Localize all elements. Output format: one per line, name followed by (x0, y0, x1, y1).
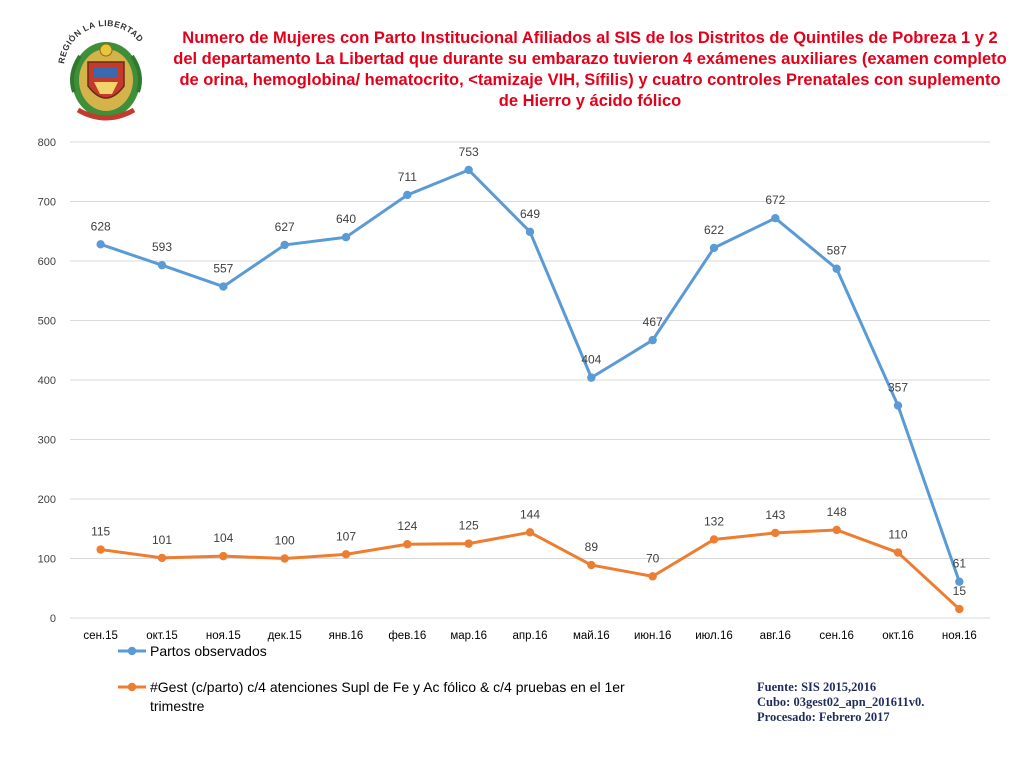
data-label: 115 (91, 525, 110, 539)
data-point (403, 540, 412, 549)
source-line-3: Procesado: Febrero 2017 (757, 710, 890, 724)
data-label: 357 (888, 381, 908, 395)
data-label: 107 (336, 529, 356, 543)
data-point (280, 554, 289, 563)
y-tick-label: 600 (38, 256, 56, 268)
data-point (587, 560, 596, 570)
source-line-2: Cubo: 03gest02_apn_201611v0. (757, 695, 925, 709)
data-point (157, 260, 167, 270)
data-label: 132 (704, 514, 724, 528)
data-point (341, 550, 351, 559)
data-label: 753 (459, 145, 479, 159)
y-tick-label: 400 (38, 375, 56, 387)
x-tick-label: май.16 (573, 630, 610, 642)
data-label: 557 (213, 262, 233, 276)
data-point (157, 553, 167, 563)
regional-coat-of-arms-logo: REGIÓN LA LIBERTAD (56, 18, 145, 121)
x-tick-label: окт.16 (882, 630, 914, 642)
data-label: 144 (520, 507, 540, 521)
legend-label: #Gest (c/parto) c/4 atenciones Supl de F… (150, 679, 625, 714)
data-label: 672 (765, 193, 785, 207)
data-point (771, 213, 780, 223)
y-tick-label: 700 (38, 197, 56, 209)
data-point (219, 551, 228, 561)
data-point (955, 604, 964, 614)
chart-title: Numero de Mujeres con Parto Instituciona… (173, 29, 1007, 110)
x-tick-label: окт.15 (146, 630, 178, 642)
data-point (955, 577, 964, 586)
x-tick-label: ноя.16 (942, 630, 977, 642)
data-label: 143 (765, 508, 785, 522)
data-point (832, 264, 841, 273)
legend-swatch-marker (127, 682, 137, 692)
x-tick-label: сен.15 (83, 630, 117, 642)
data-point (587, 373, 596, 382)
y-tick-label: 200 (38, 494, 56, 506)
data-label: 649 (520, 207, 540, 221)
data-label: 622 (704, 223, 724, 237)
data-label: 711 (398, 170, 417, 184)
data-point (464, 539, 473, 548)
y-tick-label: 800 (38, 137, 56, 149)
data-label: 124 (397, 519, 417, 533)
y-tick-label: 0 (50, 613, 56, 625)
data-label: 125 (459, 519, 479, 533)
data-point (525, 227, 535, 237)
data-point (709, 535, 719, 544)
x-tick-label: июн.16 (634, 630, 671, 642)
data-label: 70 (646, 551, 660, 565)
data-point (893, 548, 903, 557)
x-tick-label: сен.16 (819, 630, 853, 642)
y-tick-label: 100 (38, 554, 56, 566)
legend-swatch-marker (127, 646, 137, 656)
data-label: 110 (888, 528, 907, 542)
data-label: 15 (953, 584, 967, 598)
data-point (648, 572, 657, 581)
data-label: 587 (827, 244, 847, 258)
source-line-1: Fuente: SIS 2015,2016 (757, 680, 877, 694)
data-label: 104 (213, 531, 233, 545)
data-label: 89 (585, 540, 599, 554)
x-tick-label: апр.16 (512, 630, 547, 642)
data-label: 100 (275, 534, 295, 548)
data-point (96, 545, 105, 554)
x-tick-label: фев.16 (388, 630, 426, 642)
x-tick-label: дек.15 (268, 630, 302, 642)
x-tick-label: июл.16 (695, 630, 733, 642)
data-label: 640 (336, 212, 356, 226)
data-label: 627 (275, 220, 295, 234)
data-point (648, 335, 657, 345)
data-point (709, 243, 719, 253)
data-point (525, 528, 535, 537)
data-label: 61 (953, 557, 967, 571)
y-tick-label: 300 (38, 435, 56, 447)
data-label: 628 (91, 219, 111, 233)
source-note: Fuente: SIS 2015,2016 Cubo: 03gest02_apn… (757, 680, 924, 725)
data-point (219, 282, 228, 291)
data-label: 467 (643, 315, 663, 329)
data-point (280, 240, 289, 250)
data-point (464, 165, 473, 175)
data-point (771, 528, 780, 538)
x-tick-label: янв.16 (329, 630, 364, 642)
data-label: 593 (152, 240, 172, 254)
data-label: 404 (581, 353, 601, 367)
data-point (341, 233, 351, 242)
data-point (832, 525, 841, 535)
data-point (403, 190, 412, 200)
data-point (893, 401, 903, 410)
data-point (96, 240, 105, 249)
x-tick-label: ноя.15 (206, 630, 241, 642)
data-label: 148 (827, 505, 847, 519)
x-tick-label: мар.16 (450, 630, 487, 642)
x-tick-label: авг.16 (760, 630, 791, 642)
data-label: 101 (152, 533, 172, 547)
legend-label: Partos observados (150, 643, 267, 659)
y-tick-label: 500 (38, 316, 56, 328)
